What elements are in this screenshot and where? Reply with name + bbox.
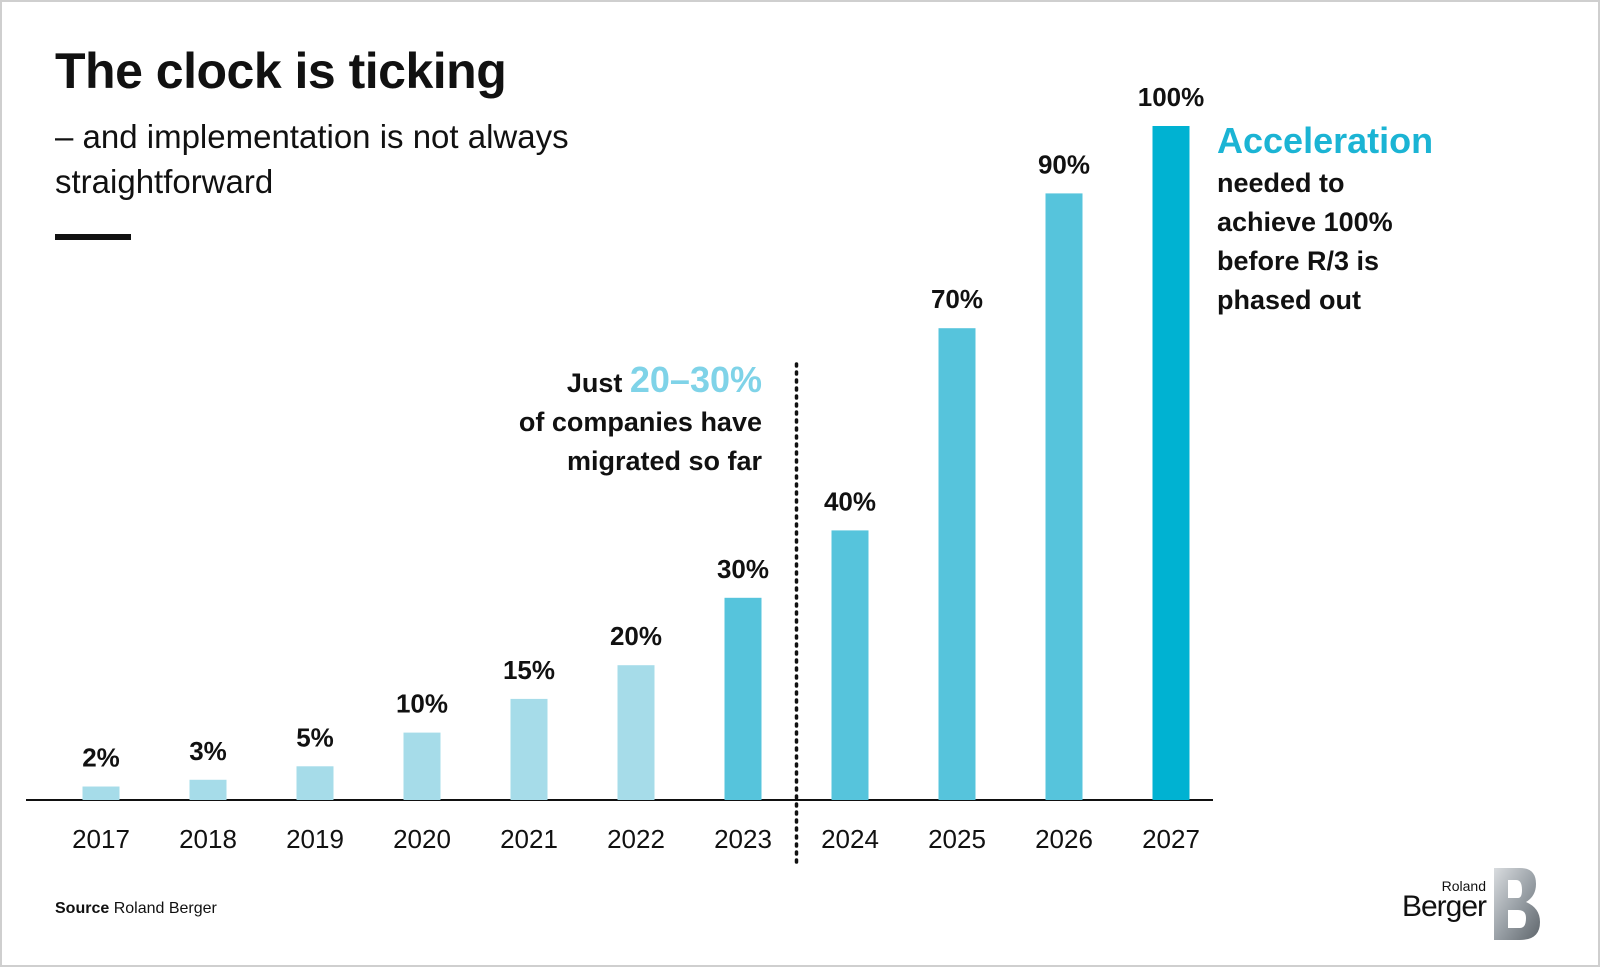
acceleration-heading: Acceleration xyxy=(1217,120,1434,161)
acceleration-line-4: phased out xyxy=(1217,285,1362,315)
bar-2018 xyxy=(189,779,227,800)
data-label-2021: 15% xyxy=(503,655,555,685)
bar-2025 xyxy=(938,328,976,800)
bar-2024 xyxy=(831,530,869,800)
source-note: Source Roland Berger xyxy=(55,900,217,918)
bar-2022 xyxy=(617,665,655,800)
page-subtitle: – and implementation is not always strai… xyxy=(55,118,569,200)
logo-roland: Roland xyxy=(1441,878,1486,894)
bar-2027 xyxy=(1152,126,1190,800)
data-label-2023: 30% xyxy=(717,554,769,584)
x-tick-2020: 2020 xyxy=(393,824,451,854)
source-text: Roland Berger xyxy=(109,900,217,917)
x-tick-2018: 2018 xyxy=(179,824,237,854)
x-tick-2023: 2023 xyxy=(714,824,772,854)
acceleration-line-3: before R/3 is xyxy=(1217,246,1380,276)
data-label-2019: 5% xyxy=(296,722,334,752)
x-tick-2025: 2025 xyxy=(928,824,986,854)
page-title: The clock is ticking xyxy=(55,43,507,99)
data-label-2026: 90% xyxy=(1038,149,1090,179)
callout-line-3: migrated so far xyxy=(566,446,762,476)
callout-line-2: of companies have xyxy=(518,407,762,437)
callout-highlight: 20–30% xyxy=(629,359,762,400)
data-label-2022: 20% xyxy=(610,621,662,651)
source-label: Source xyxy=(55,900,110,917)
bar-2017 xyxy=(82,786,120,800)
acceleration-callout: Acceleration needed to achieve 100% befo… xyxy=(1217,118,1457,320)
bar-2019 xyxy=(296,766,334,800)
bar-2023 xyxy=(724,597,762,800)
x-tick-2027: 2027 xyxy=(1142,824,1200,854)
logo-b-mark-icon xyxy=(1494,868,1540,940)
x-tick-2021: 2021 xyxy=(500,824,558,854)
data-label-2020: 10% xyxy=(396,689,448,719)
x-tick-2024: 2024 xyxy=(821,824,879,854)
acceleration-line-1: needed to xyxy=(1217,168,1345,198)
bar-2020 xyxy=(403,732,441,800)
x-tick-2026: 2026 xyxy=(1035,824,1093,854)
bar-2026 xyxy=(1045,193,1083,800)
migration-callout: Just 20–30% of companies have migrated s… xyxy=(519,360,762,481)
x-tick-2017: 2017 xyxy=(72,824,130,854)
roland-berger-logo: Roland Berger xyxy=(1396,866,1546,942)
bar-2021 xyxy=(510,698,548,800)
acceleration-line-2: achieve 100% xyxy=(1217,207,1393,237)
data-label-2027: 100% xyxy=(1138,82,1205,112)
data-label-2017: 2% xyxy=(82,743,120,773)
x-tick-2019: 2019 xyxy=(286,824,344,854)
data-label-2025: 70% xyxy=(931,284,983,314)
callout-just: Just xyxy=(566,368,630,398)
x-tick-2022: 2022 xyxy=(607,824,665,854)
data-label-2024: 40% xyxy=(824,486,876,516)
title-underline xyxy=(55,234,131,240)
data-label-2018: 3% xyxy=(189,736,227,766)
logo-berger: Berger xyxy=(1401,890,1487,923)
